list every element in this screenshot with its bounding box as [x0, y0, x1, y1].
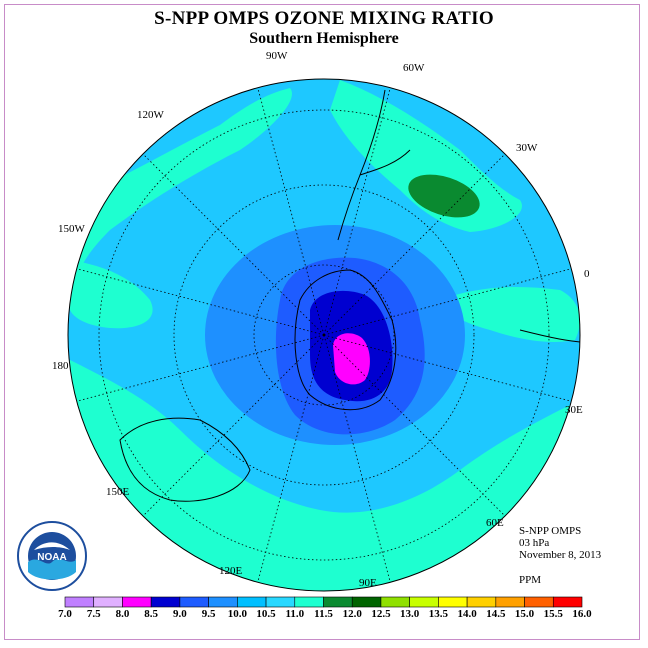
colorbar-tick-label: 14.5: [486, 608, 506, 620]
colorbar-tick-label: 11.0: [285, 608, 305, 620]
colorbar-tick-label: 9.5: [201, 608, 216, 620]
latitude-circle: [98, 109, 550, 561]
longitude-label: 90W: [266, 50, 288, 62]
latitude-circle: [253, 264, 395, 406]
colorbar-tick-label: 13.5: [428, 608, 448, 620]
meridian-line: [257, 334, 325, 583]
colorbar-tick-label: 8.0: [115, 608, 130, 620]
pressure-label: 03 hPa: [519, 537, 550, 549]
colorbar-tick-label: 9.0: [173, 608, 187, 620]
page-title: S-NPP OMPS OZONE MIXING RATIO: [154, 8, 494, 29]
colorbar-tick-label: 14.0: [457, 608, 477, 620]
meridian-line: [76, 334, 325, 402]
ozone-field: [68, 79, 580, 591]
colorbar-tick-label: 15.5: [543, 608, 563, 620]
colorbar-tick-label: 10.5: [256, 608, 276, 620]
meridian-line: [323, 334, 391, 583]
colorbar-tick-label: 15.0: [514, 608, 535, 620]
colorbar-tick-label: 8.5: [144, 608, 159, 620]
longitude-label: 60W: [403, 62, 425, 74]
meridian-line: [323, 334, 572, 402]
longitude-label: 120W: [137, 109, 164, 121]
meridian-line: [323, 87, 391, 336]
coastline-australia: [119, 417, 251, 502]
units-label: PPM: [519, 574, 542, 586]
longitude-label: 90E: [359, 577, 377, 589]
instrument-label: S-NPP OMPS: [519, 525, 582, 537]
ozone-peak: [333, 333, 370, 385]
map-boundary: [67, 78, 581, 592]
meridian-lines: [76, 87, 572, 583]
longitude-label: 150W: [58, 223, 85, 235]
ozone-band-high: [70, 260, 153, 329]
latitude-circle: [173, 184, 475, 486]
ozone-band-high: [68, 360, 580, 591]
longitude-label: 180: [52, 360, 69, 372]
figure-frame: [4, 4, 640, 640]
noaa-logo: NOAA: [17, 521, 87, 591]
longitude-label: 30E: [565, 404, 583, 416]
colorbar-tick-label: 10.0: [227, 608, 247, 620]
svg-text:NOAA: NOAA: [37, 552, 66, 563]
colorbar-tick-label: 13.0: [400, 608, 420, 620]
colorbar-tick-label: 16.0: [572, 608, 592, 620]
meridian-line: [323, 153, 506, 336]
longitude-label: 120E: [219, 565, 243, 577]
meridian-line: [323, 334, 506, 517]
meridian-line: [257, 87, 325, 336]
coastline-south-america: [337, 89, 411, 241]
ozone-green-patch: [408, 174, 480, 218]
colorbar-tick-label: 7.5: [86, 608, 101, 620]
meridian-line: [142, 334, 325, 517]
colorbar-tick-label: 7.0: [58, 608, 72, 620]
longitude-label: 0: [584, 268, 590, 280]
colorbar-tick-label: 12.5: [371, 608, 391, 620]
meridian-line: [323, 268, 572, 336]
longitude-label: 60E: [486, 517, 504, 529]
meridian-line: [76, 268, 325, 336]
colorbar-tick-label: 12.0: [342, 608, 362, 620]
longitude-label: 30W: [516, 142, 538, 154]
meridian-line: [142, 153, 325, 336]
longitude-label: 150E: [106, 486, 130, 498]
page-subtitle: Southern Hemisphere: [249, 30, 399, 47]
ozone-band-high: [70, 88, 292, 300]
date-label: November 8, 2013: [519, 549, 602, 561]
colorbar-tick-label: 11.5: [314, 608, 333, 620]
coastline-antarctica: [294, 269, 397, 411]
ozone-band-high: [440, 287, 580, 342]
coastline-africa: [519, 329, 580, 343]
